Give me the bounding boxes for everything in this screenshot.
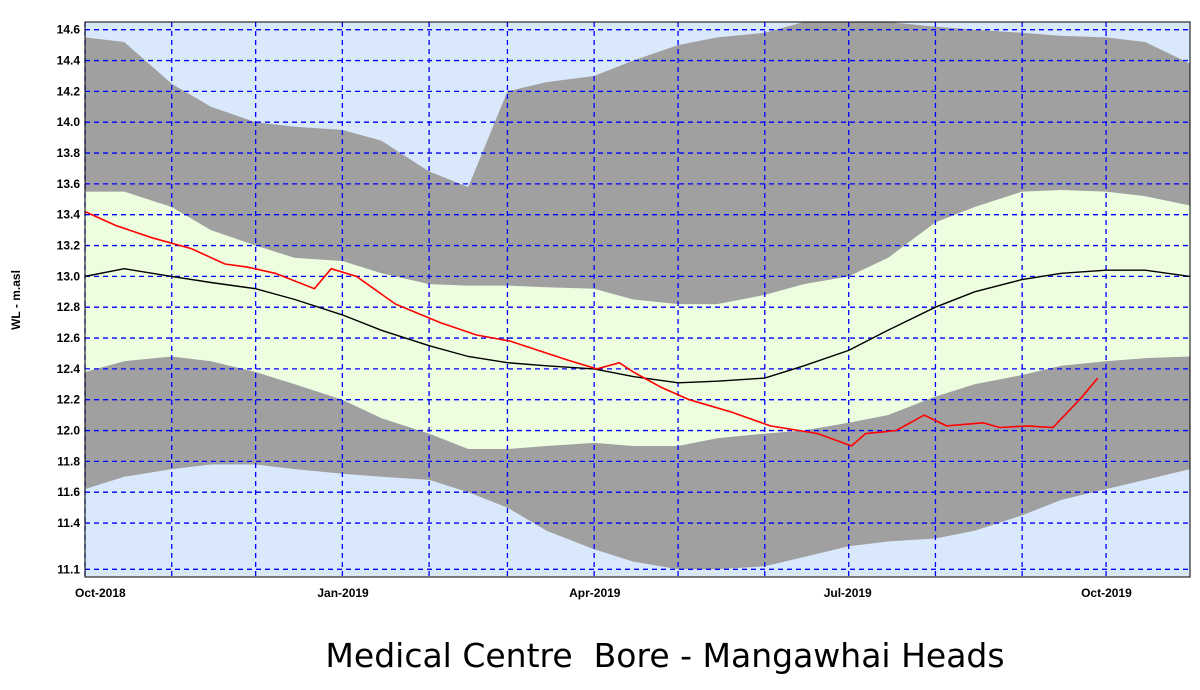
y-tick-label: 13.0 xyxy=(57,269,81,283)
x-axis-ticks: Oct-2018 Jan-2019 Apr-2019 Jul-2019 Oct-2019 xyxy=(75,586,1132,600)
y-tick-label: 11.8 xyxy=(57,454,80,468)
y-tick-label: 11.6 xyxy=(57,485,80,499)
y-tick-label: 13.6 xyxy=(57,177,81,191)
x-tick-label: Apr-2019 xyxy=(569,586,621,600)
y-tick-label: 11.1 xyxy=(57,562,80,576)
y-tick-label: 14.6 xyxy=(57,23,81,37)
y-tick-label: 13.8 xyxy=(57,146,81,160)
y-tick-label: 13.4 xyxy=(57,208,81,222)
y-tick-label: 12.4 xyxy=(57,362,81,376)
percentile-bands xyxy=(85,22,1190,570)
y-tick-label: 12.0 xyxy=(57,424,81,438)
plot-frame xyxy=(84,21,1191,578)
y-tick-label: 14.2 xyxy=(57,84,81,98)
x-tick-label: Jul-2019 xyxy=(824,586,872,600)
series-lines xyxy=(85,210,1190,447)
y-axis-label: WL - m.asl xyxy=(9,270,23,330)
x-tick-label: Oct-2018 xyxy=(75,586,126,600)
y-axis-ticks: 11.1 11.4 11.6 11.8 12.0 12.2 12.4 12.6 12.8 13.0… xyxy=(57,23,81,577)
y-tick-label: 12.2 xyxy=(57,393,81,407)
y-tick-label: 13.2 xyxy=(57,239,81,253)
median-line xyxy=(85,267,1190,384)
y-tick-label: 12.8 xyxy=(57,300,81,314)
x-tick-label: Jan-2019 xyxy=(317,586,369,600)
outer-band xyxy=(85,22,1190,570)
x-tick-label: Oct-2019 xyxy=(1081,586,1132,600)
y-tick-label: 14.4 xyxy=(57,54,81,68)
y-tick-label: 11.4 xyxy=(57,516,80,530)
y-tick-label: 14.0 xyxy=(57,115,81,129)
y-tick-label: 12.6 xyxy=(57,331,81,345)
inner-band xyxy=(85,190,1190,449)
chart-title: Medical Centre Bore - Mangawhai Heads xyxy=(325,636,1005,675)
observed-water-level-line xyxy=(85,210,1099,447)
